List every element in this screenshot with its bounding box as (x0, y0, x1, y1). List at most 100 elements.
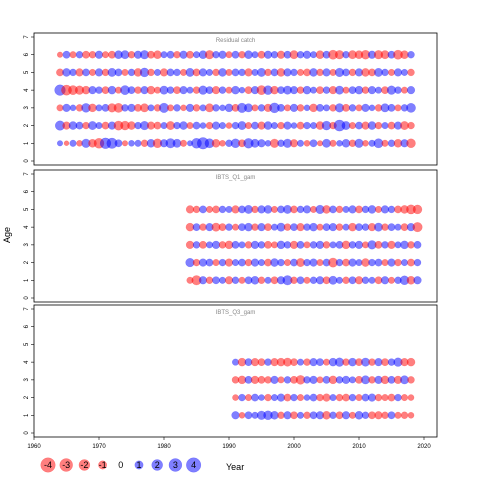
residual-bubble (309, 139, 318, 148)
residual-bubble (297, 358, 304, 366)
x-axis-label: Year (226, 462, 244, 472)
residual-bubble (374, 411, 383, 420)
legend-label: 3 (173, 460, 178, 470)
residual-bubble (387, 393, 396, 402)
residual-bubble (355, 394, 363, 402)
residual-bubble (381, 411, 389, 419)
residual-bubble (316, 86, 324, 95)
residual-bubble (107, 85, 117, 95)
residual-bubble (264, 240, 272, 249)
residual-bubble (238, 241, 246, 249)
residual-bubble (329, 205, 337, 214)
residual-bubble (316, 103, 324, 112)
residual-bubble (283, 223, 292, 231)
panel: Residual catch 0 1 2 3 4 5 6 7 (24, 32, 438, 166)
legend-label: -3 (62, 460, 70, 470)
residual-bubble (413, 258, 422, 267)
residual-bubble (263, 205, 273, 214)
residual-bubble (388, 68, 395, 76)
residual-bubble (388, 276, 395, 284)
residual-bubble (341, 121, 351, 130)
residual-bubble (303, 394, 311, 401)
residual-bubble (166, 50, 175, 59)
residual-bubble (374, 240, 383, 249)
residual-bubble (349, 122, 356, 130)
residual-bubble (407, 241, 415, 249)
residual-bubble (69, 139, 77, 147)
residual-bubble (297, 139, 304, 147)
y-axis-label: Age (2, 227, 12, 243)
residual-bubble (199, 122, 207, 129)
panel-frame (33, 169, 438, 303)
residual-bubble (192, 223, 201, 232)
panel-title: Residual catch (216, 38, 255, 44)
residual-bubble (297, 394, 304, 402)
residual-bubble (199, 205, 207, 214)
residual-bubble (355, 205, 363, 214)
residual-bubble (335, 205, 344, 214)
x-tick-label: 1970 (92, 444, 106, 450)
residual-bubble (342, 86, 350, 94)
residual-bubble (309, 222, 318, 232)
residual-bubble (296, 223, 305, 232)
residual-bubble (322, 138, 331, 148)
y-tick-label: 6 (24, 324, 30, 328)
residual-bubble (211, 139, 221, 148)
residual-bubble (257, 375, 266, 384)
legend-label: 1 (136, 460, 141, 470)
residual-bubble (407, 412, 415, 419)
x-tick-label: 2010 (352, 444, 366, 450)
residual-bubble (309, 393, 318, 402)
y-tick-label: 0 (24, 159, 30, 163)
y-tick-label: 5 (24, 70, 30, 74)
residual-bubble (121, 140, 128, 147)
residual-bubble (289, 139, 299, 148)
panel-frame (33, 304, 438, 438)
residual-bubble (238, 393, 246, 402)
residual-bubble (316, 223, 324, 231)
residual-bubble (238, 412, 246, 419)
residual-bubble (192, 205, 201, 214)
residual-bubble (95, 86, 103, 94)
residual-bubble (250, 258, 260, 267)
residual-bubble (147, 68, 155, 77)
residual-bubble (218, 68, 227, 77)
residual-bubble (348, 258, 357, 267)
residual-bubble (393, 68, 403, 77)
residual-bubble (185, 103, 195, 112)
residual-bubble (56, 104, 64, 112)
residual-bubble (258, 394, 265, 401)
residual-bubble (349, 376, 356, 384)
residual-bubble (348, 104, 357, 112)
residual-bubble (88, 121, 97, 130)
residual-bubble (290, 358, 298, 367)
x-axis: 1960 1970 1980 1990 2000 2010 2020 (27, 437, 431, 450)
residual-bubble (303, 121, 311, 130)
residual-bubble (406, 86, 416, 95)
residual-bubble (277, 258, 285, 267)
residual-bubble (354, 138, 364, 148)
residual-bubble (290, 205, 298, 214)
legend-label: 2 (155, 460, 160, 470)
residual-bubble (302, 50, 312, 59)
residual-bubble (283, 376, 292, 384)
residual-bubble (413, 240, 422, 249)
residual-bubble (63, 140, 70, 146)
residual-bubble (166, 68, 175, 77)
residual-bubble (329, 411, 337, 419)
residual-bubble (211, 240, 221, 249)
residual-bubble (401, 86, 408, 94)
residual-bubble (245, 394, 252, 402)
panels-group: Residual catch 0 1 2 3 4 5 6 7 IBTS_Q1_gam 0 1 2 3 4 5 6… (24, 32, 438, 438)
legend-bubble (40, 457, 56, 473)
residual-bubble (140, 103, 149, 113)
residual-bubble (412, 204, 423, 215)
residual-bubble (355, 104, 363, 112)
residual-bubble (296, 240, 305, 249)
residual-bubble (381, 139, 389, 147)
residual-bubble (206, 205, 213, 213)
residual-bubble (297, 68, 304, 76)
residual-bubble (69, 104, 77, 112)
panel: IBTS_Q1_gam 0 1 2 3 4 5 6 7 (24, 169, 438, 303)
residual-bubble (394, 411, 402, 419)
